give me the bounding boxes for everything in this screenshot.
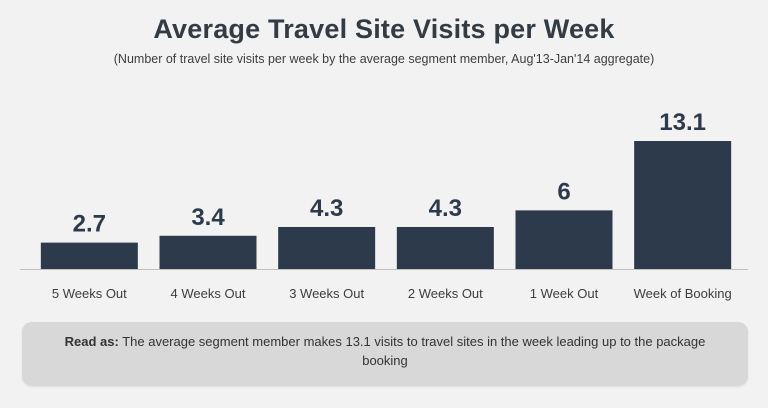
read-as-label: Read as: [64,334,119,349]
bar-4 [396,226,494,269]
bar-value-label: 4.3 [310,195,343,222]
category-label: 5 Weeks Out [52,286,127,301]
category-label: 4 Weeks Out [171,286,246,301]
bar-value-label: 13.1 [659,109,706,136]
bar-5 [515,210,613,269]
category-label: 3 Weeks Out [289,286,364,301]
category-label: Week of Booking [634,286,732,301]
bar-3 [278,226,376,269]
chart-title: Average Travel Site Visits per Week [153,14,615,44]
bar-1 [40,242,138,269]
read-as-note: Read as: The average segment member make… [22,322,748,386]
bar-6 [634,141,732,269]
bar-value-label: 3.4 [191,204,225,231]
bar-chart: 2.7 5 Weeks Out 3.4 4 Weeks Out 4.3 3 Weeks O… [20,109,748,301]
chart-subtitle: (Number of travel site visits per week b… [113,52,655,66]
bar-2 [159,235,257,269]
bar-value-label: 4.3 [429,195,462,222]
read-as-text: The average segment member makes 13.1 vi… [118,334,706,368]
category-label: 1 Week Out [530,286,599,301]
bar-value-label: 6 [557,178,570,205]
category-label: 2 Weeks Out [408,286,483,301]
bar-value-label: 2.7 [73,211,106,238]
